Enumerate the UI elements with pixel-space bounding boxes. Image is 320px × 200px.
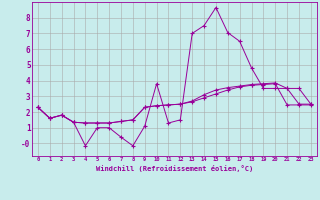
X-axis label: Windchill (Refroidissement éolien,°C): Windchill (Refroidissement éolien,°C) <box>96 165 253 172</box>
